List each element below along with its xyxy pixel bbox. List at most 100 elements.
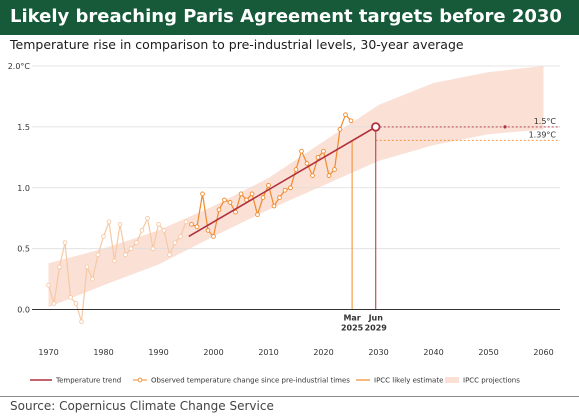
observed-early-point xyxy=(150,246,156,252)
observed-recent-point xyxy=(343,112,348,118)
observed-recent-point xyxy=(227,200,233,205)
observed-recent-layer xyxy=(189,112,354,239)
observed-recent-point xyxy=(326,173,332,178)
observed-early-point xyxy=(84,264,90,270)
observed-early-point xyxy=(106,219,112,225)
observed-early-point xyxy=(112,258,117,264)
chart-title: Likely breaching Paris Agreement targets… xyxy=(10,6,562,27)
observed-recent-point xyxy=(238,191,244,197)
legend-label-trend: Temperature trend xyxy=(55,377,121,385)
chart-subtitle: Temperature rise in comparison to pre-in… xyxy=(10,37,464,52)
observed-recent-point xyxy=(266,182,271,188)
trend-layer xyxy=(188,122,507,238)
y-tick-label: 1.5 xyxy=(17,123,30,132)
observed-early-point xyxy=(139,228,145,233)
observed-recent-point xyxy=(255,212,260,217)
trend-end-marker xyxy=(371,122,381,132)
observed-early-point xyxy=(68,295,73,300)
reference-label-l15: 1.5°C xyxy=(534,117,557,126)
observed-early-point xyxy=(73,301,79,306)
observed-recent-point xyxy=(200,191,205,197)
ipcc-projection-band xyxy=(48,66,544,308)
observed-early-point xyxy=(117,221,123,227)
observed-recent-point xyxy=(304,161,310,166)
observed-recent-point xyxy=(205,228,211,233)
title-bar: Likely breaching Paris Agreement targets… xyxy=(0,0,579,35)
observed-recent-point xyxy=(332,167,337,172)
reference-lines: 1.5°C 1.39°C xyxy=(351,117,560,310)
observed-early-point xyxy=(95,252,101,258)
marker-label-jun2029-year: 2029 xyxy=(365,324,388,333)
observed-early-point xyxy=(128,246,134,252)
observed-recent-point xyxy=(321,148,326,154)
x-tick-label: 2010 xyxy=(258,348,278,357)
reference-label-l139: 1.39°C xyxy=(529,130,557,139)
observed-early-point xyxy=(101,234,106,239)
y-tick-label: 0.0 xyxy=(17,306,30,315)
observed-early-layer xyxy=(46,215,189,325)
x-tick-label: 2000 xyxy=(203,348,223,357)
observed-recent-line xyxy=(191,113,352,238)
observed-early-point xyxy=(134,240,139,245)
observed-recent-point xyxy=(299,148,304,154)
observed-early-point xyxy=(156,221,161,227)
observed-recent-point xyxy=(194,224,200,230)
legend-label-ipcc_estimate: IPCC likely estimate xyxy=(374,377,443,385)
observed-recent-point xyxy=(249,191,255,197)
legend-swatch-observed-dot xyxy=(137,377,143,383)
x-tick-label: 2030 xyxy=(368,348,388,357)
ipcc-projection-layer xyxy=(48,66,544,308)
observed-recent-point xyxy=(271,203,277,209)
x-tick-label: 2020 xyxy=(313,348,333,357)
marker-label-mar2025-month: Mar xyxy=(343,314,360,323)
x-tick-label: 1990 xyxy=(148,348,168,357)
observed-early-point xyxy=(123,252,128,258)
observed-recent-point xyxy=(348,118,354,124)
observed-recent-point xyxy=(337,126,343,132)
observed-early-point xyxy=(51,301,57,306)
observed-early-point xyxy=(57,264,62,270)
x-tick-label: 2040 xyxy=(423,348,443,357)
observed-early-point xyxy=(161,228,167,233)
axes: 0.0 0.5 1.0 1.5 2.0°C 1970 1980 1990 2000 2010 202… xyxy=(8,62,560,357)
y-tick-label: 2.0°C xyxy=(8,62,31,71)
source-note: Source: Copernicus Climate Change Servic… xyxy=(10,399,274,413)
observed-early-point xyxy=(178,234,183,239)
observed-recent-point xyxy=(282,187,288,193)
observed-recent-point xyxy=(216,207,222,213)
observed-recent-point xyxy=(310,173,315,178)
trend-line xyxy=(188,126,377,238)
legend-label-ipcc_band: IPCC projections xyxy=(463,377,520,385)
x-tick-label: 2050 xyxy=(478,348,498,357)
marker-label-jun2029-month: Jun xyxy=(368,314,384,323)
observed-recent-point xyxy=(222,197,227,203)
observed-early-point xyxy=(46,282,51,288)
x-tick-label: 1970 xyxy=(38,348,58,357)
observed-early-point xyxy=(145,215,150,221)
observed-recent-point xyxy=(315,154,321,160)
observed-recent-point xyxy=(293,167,299,172)
observed-early-point xyxy=(90,276,95,282)
y-tick-label: 1.0 xyxy=(17,184,30,193)
observed-recent-point xyxy=(260,195,266,200)
observed-recent-point xyxy=(211,234,216,239)
observed-recent-point xyxy=(233,209,238,215)
legend-label-observed: Observed temperature change since pre-in… xyxy=(151,377,350,385)
observed-early-point xyxy=(79,319,84,325)
observed-early-point xyxy=(172,240,178,245)
observed-recent-point xyxy=(288,185,293,191)
source-divider xyxy=(0,396,579,397)
observed-recent-point xyxy=(189,221,194,227)
legend: Temperature trend Observed temperature ch… xyxy=(30,377,520,385)
y-tick-label: 0.5 xyxy=(17,245,30,254)
marker-label-mar2025-year: 2025 xyxy=(341,324,364,333)
observed-recent-point xyxy=(277,195,282,200)
observed-early-point xyxy=(167,252,172,258)
threshold-dot xyxy=(503,125,507,129)
legend-swatch-ipcc-band xyxy=(445,377,459,383)
x-tick-label: 2060 xyxy=(533,348,553,357)
observed-early-point xyxy=(183,219,189,225)
